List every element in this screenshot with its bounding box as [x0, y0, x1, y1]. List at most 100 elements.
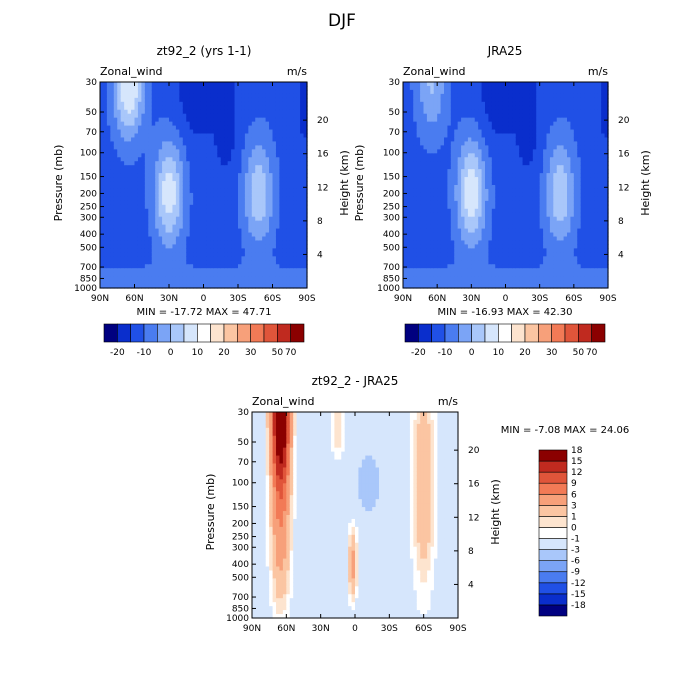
contour-cell [179, 165, 184, 170]
contour-cell [186, 256, 191, 261]
contour-cell [182, 284, 187, 289]
contour-cell [220, 165, 225, 170]
contour-cell [275, 141, 280, 146]
contour-cell [124, 272, 129, 277]
contour-cell [117, 141, 122, 146]
contour-cell [512, 204, 517, 210]
contour-cell [165, 117, 170, 123]
contour-cell [182, 204, 187, 210]
contour-cell [127, 280, 132, 285]
contour-cell [269, 232, 274, 238]
contour-cell [488, 181, 493, 186]
contour-cell [512, 169, 517, 174]
contour-cell [512, 256, 517, 261]
contour-cell [293, 280, 298, 285]
contour-cell [461, 141, 466, 146]
contour-cell [200, 85, 205, 91]
contour-cell [488, 85, 493, 91]
contour-cell [258, 169, 263, 174]
contour-cell [505, 109, 510, 115]
contour-cell [196, 97, 201, 103]
contour-cell [189, 244, 194, 249]
contour-cell [203, 145, 208, 150]
contour-cell [409, 208, 414, 214]
contour-cell [231, 177, 236, 182]
contour-cell [172, 117, 177, 123]
contour-cell [505, 113, 510, 119]
contour-cell [175, 161, 180, 166]
contour-cell [515, 141, 520, 146]
contour-cell [203, 196, 208, 202]
contour-cell [303, 240, 308, 246]
contour-cell [110, 216, 115, 222]
contour-cell [279, 216, 284, 222]
contour-cell [413, 161, 418, 166]
contour-cell [282, 89, 287, 95]
contour-cell [189, 216, 194, 222]
contour-cell [224, 284, 229, 289]
contour-cell [213, 264, 218, 269]
contour-cell [131, 188, 136, 194]
contour-cell [255, 196, 260, 202]
contour-cell [406, 177, 411, 182]
contour-cell [238, 208, 243, 214]
contour-cell [406, 109, 411, 115]
contour-cell [231, 188, 236, 194]
contour-cell [450, 157, 455, 162]
contour-cell [409, 105, 414, 111]
contour-cell [437, 284, 442, 289]
contour-cell [141, 157, 146, 162]
contour-cell [148, 169, 153, 174]
contour-cell [244, 133, 249, 139]
contour-cell [512, 85, 517, 91]
contour-cell [403, 268, 408, 273]
contour-cell [508, 89, 513, 95]
contour-cell [515, 89, 520, 95]
contour-cell [437, 216, 442, 222]
contour-cell [251, 97, 256, 103]
contour-cell [162, 177, 167, 182]
contour-cell [134, 125, 139, 131]
contour-cell [481, 97, 486, 103]
contour-cell [269, 236, 274, 242]
contour-cell [461, 109, 466, 115]
contour-cell [485, 268, 490, 273]
contour-cell [485, 232, 490, 238]
contour-cell [137, 220, 142, 226]
contour-cell [169, 185, 174, 190]
contour-cell [262, 149, 267, 154]
contour-cell [258, 89, 263, 95]
contour-cell [467, 260, 472, 265]
contour-cell [148, 260, 153, 265]
contour-cell [505, 165, 510, 170]
contour-cell [303, 109, 308, 115]
contour-cell [303, 220, 308, 226]
contour-cell [440, 232, 445, 238]
contour-cell [182, 224, 187, 230]
contour-cell [224, 89, 229, 95]
contour-cell [206, 129, 211, 135]
contour-cell [124, 280, 129, 285]
contour-cell [413, 113, 418, 119]
contour-cell [300, 105, 305, 111]
contour-cell [485, 204, 490, 210]
contour-cell [279, 121, 284, 127]
contour-cell [286, 109, 291, 115]
contour-cell [512, 181, 517, 186]
contour-cell [127, 177, 132, 182]
contour-cell [148, 89, 153, 95]
contour-cell [220, 192, 225, 198]
contour-cell [172, 169, 177, 174]
contour-cell [423, 196, 428, 202]
contour-cell [454, 224, 459, 230]
contour-cell [272, 117, 277, 123]
contour-cell [447, 236, 452, 242]
contour-cell [131, 192, 136, 198]
contour-cell [289, 276, 294, 281]
contour-cell [106, 240, 111, 246]
contour-cell [282, 276, 287, 281]
contour-cell [131, 248, 136, 253]
contour-cell [286, 192, 291, 198]
contour-cell [491, 82, 496, 87]
contour-cell [200, 82, 205, 87]
